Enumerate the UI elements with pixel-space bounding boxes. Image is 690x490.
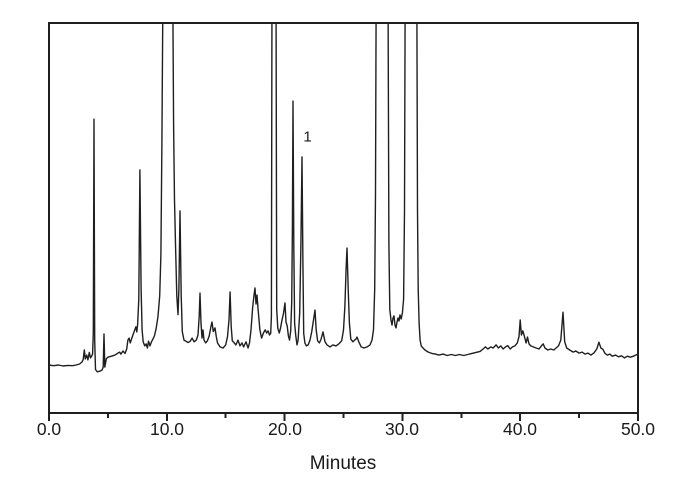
x-tick-label-30: 30.0 [384, 419, 420, 439]
x-tick-label-20: 20.0 [267, 419, 303, 439]
x-tick-label-50: 50.0 [620, 419, 656, 439]
chromatogram-trace [49, 23, 638, 373]
x-axis-title: Minutes [309, 453, 377, 474]
x-tick-label-10: 10.0 [149, 419, 185, 439]
x-tick-label-0: 0.0 [36, 419, 62, 439]
x-tick-label-40: 40.0 [502, 419, 538, 439]
plot-frame [48, 22, 639, 414]
peak-annotation-1: 1 [303, 128, 312, 146]
